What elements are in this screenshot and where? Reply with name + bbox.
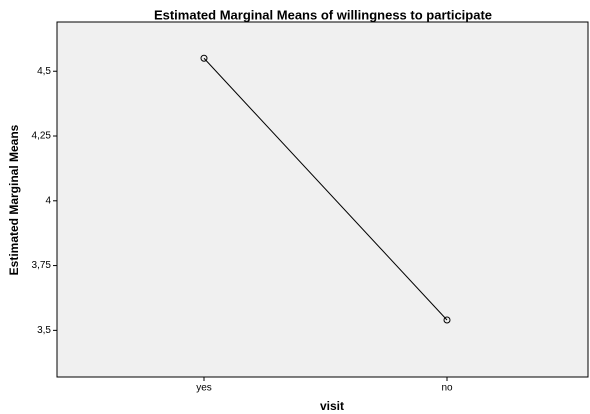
chart-title: Estimated Marginal Means of willingness …: [154, 7, 492, 22]
y-axis-label: Estimated Marginal Means: [7, 124, 21, 275]
x-axis-label: visit: [320, 399, 344, 413]
y-tick-label: 4,25: [32, 131, 52, 142]
data-point: [443, 316, 451, 324]
data-point: [200, 54, 208, 62]
x-tick-label: yes: [196, 383, 212, 394]
series-line: [203, 57, 448, 321]
y-tick-label: 4: [45, 195, 51, 206]
plot-area: [56, 21, 589, 378]
y-tick-label: 4,5: [37, 66, 51, 77]
y-tick-label: 3,5: [37, 325, 51, 336]
x-tick-label: no: [441, 383, 453, 394]
y-tick-label: 3,75: [32, 260, 52, 271]
